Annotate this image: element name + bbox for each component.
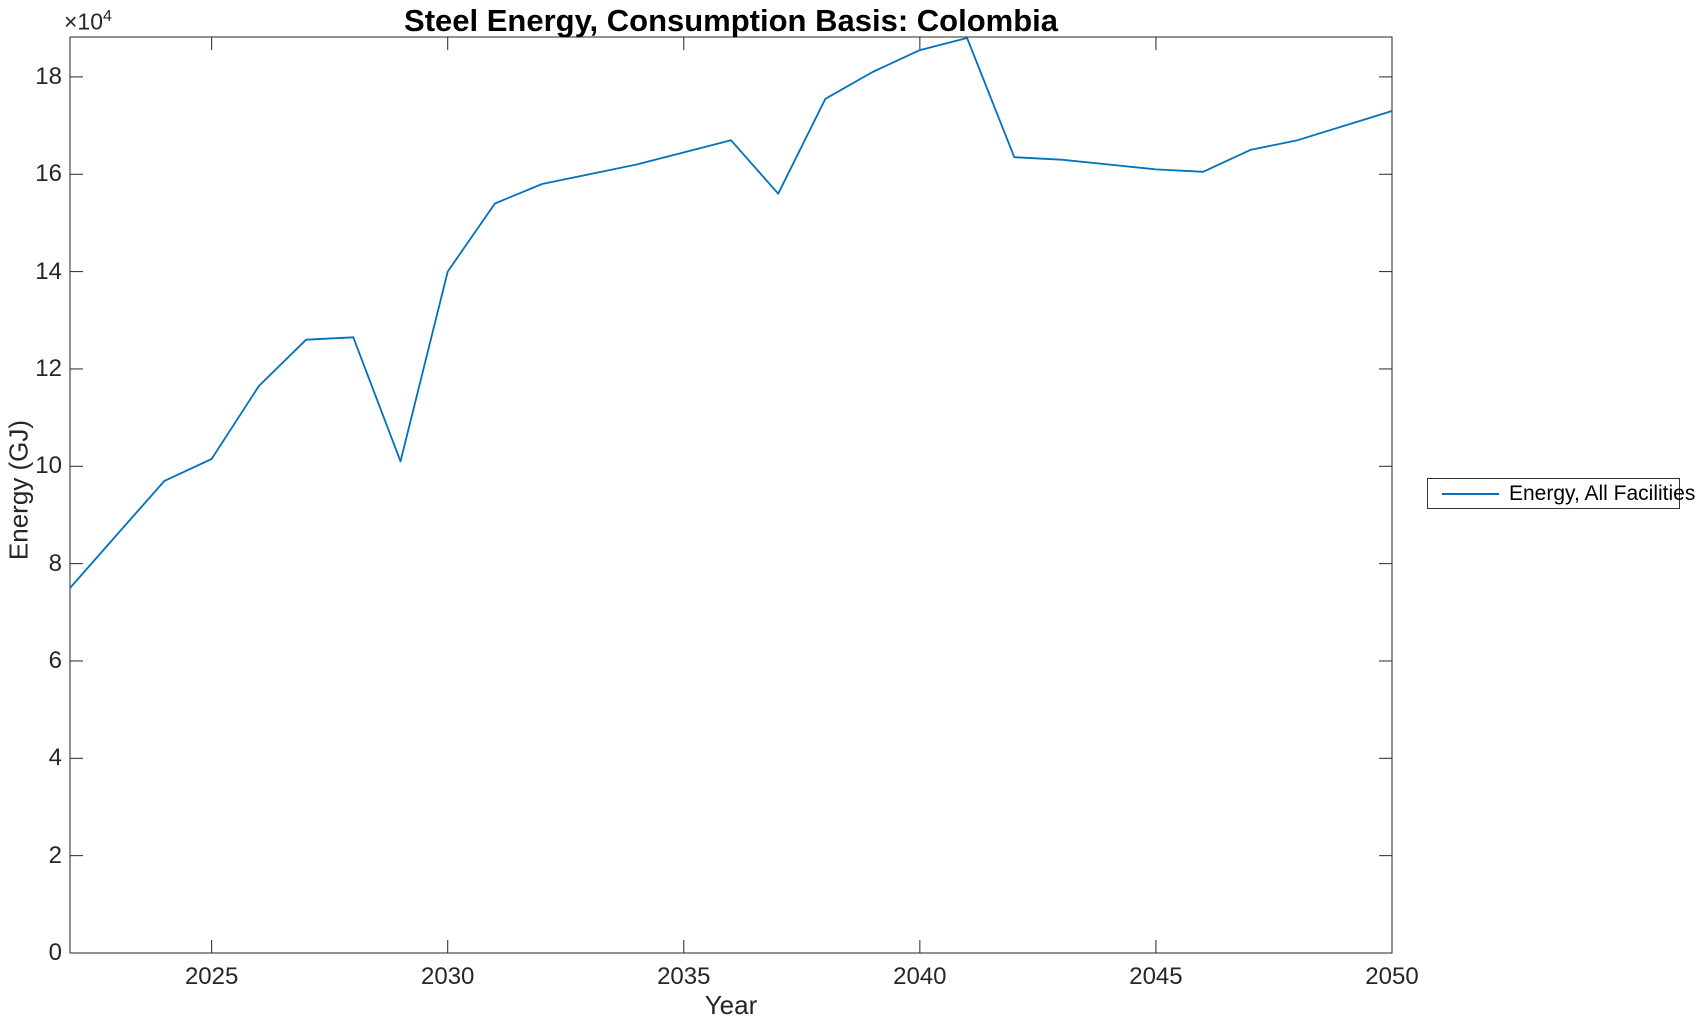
y-tick-label: 12 — [35, 354, 62, 382]
x-tick-label: 2040 — [893, 963, 947, 990]
x-axis-label: Year — [704, 990, 758, 1020]
y-tick-label: 8 — [48, 549, 62, 577]
legend-entry-label: Energy, All Facilities — [1509, 481, 1696, 505]
y-tick-label: 16 — [35, 160, 62, 188]
y-tick-label: 4 — [48, 744, 62, 772]
x-tick-label: 2035 — [657, 963, 711, 990]
x-tick-label: 2025 — [184, 963, 239, 990]
axes-border — [69, 36, 1393, 954]
y-axis-multiplier-base: ×10 — [64, 8, 104, 35]
y-axis-multiplier-exponent: 4 — [103, 8, 112, 25]
y-tick-label: 2 — [48, 841, 62, 869]
y-axis-label: Energy (GJ) — [3, 419, 34, 561]
x-tick-label: 2030 — [421, 963, 475, 990]
legend-box: Energy, All Facilities — [1427, 478, 1695, 509]
y-axis-multiplier: ×104 — [64, 8, 112, 36]
y-tick-label: 6 — [48, 646, 62, 674]
legend-line-sample — [1442, 492, 1499, 495]
chart-title: Steel Energy, Consumption Basis: Colombi… — [404, 3, 1058, 38]
y-tick-label: 14 — [35, 257, 62, 285]
energy-series-line — [69, 37, 1393, 589]
y-tick-label: 10 — [35, 452, 62, 480]
y-tick-label: 18 — [35, 62, 62, 90]
y-tick-label: 0 — [48, 939, 62, 966]
x-tick-label: 2045 — [1129, 963, 1183, 990]
x-tick-label: 2050 — [1365, 963, 1419, 990]
